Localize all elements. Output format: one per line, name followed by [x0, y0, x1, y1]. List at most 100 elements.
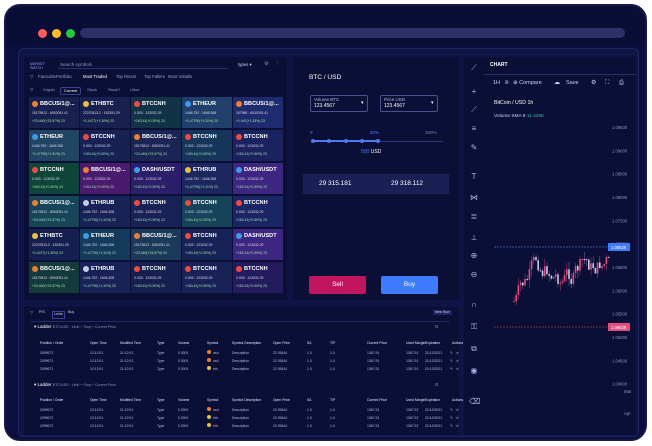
filter-tab[interactable]: Favourite: [38, 74, 56, 79]
gear-icon[interactable]: ⚙: [591, 80, 597, 86]
market-tile[interactable]: BTCCNH 0.003 : 123032.29 +163.41(+0.30%) 2…: [29, 163, 79, 194]
fullscreen-icon[interactable]: ⛶: [605, 80, 610, 86]
trash-icon[interactable]: ⌫: [469, 397, 481, 406]
market-tile[interactable]: DASH/USDT 0.003 : 123032.29 +163.41(+0.30%…: [233, 163, 283, 194]
measure-icon[interactable]: ≣: [470, 212, 478, 221]
market-tile[interactable]: BTCCNH 0.003 : 123032.29 +163.41(+0.30%) 2…: [80, 130, 130, 161]
compare-button[interactable]: ⊕ Compare: [513, 80, 542, 86]
crosshair-icon[interactable]: +: [471, 87, 477, 96]
category-tab[interactable]: Crypto: [43, 87, 55, 92]
edit-icon[interactable]: ✎: [450, 424, 453, 428]
buy-button[interactable]: Buy: [381, 276, 438, 294]
category-tab[interactable]: Lllloo: [130, 87, 140, 92]
close-dot-icon[interactable]: [38, 29, 47, 38]
market-tile[interactable]: BTCCNH 0.003 : 123032.29 +163.41(+0.30%) 2…: [182, 130, 232, 161]
filter-tab[interactable]: Most Volatile: [168, 74, 193, 79]
chart-line-icon[interactable]: ⟋: [471, 63, 477, 72]
market-tile[interactable]: BTCCNH 0.003 : 123032.29 +163.41(+0.30%) 2…: [131, 196, 181, 227]
sell-button[interactable]: Sell: [309, 276, 366, 294]
edit-icon[interactable]: ✎: [450, 359, 453, 363]
close-icon[interactable]: ✕: [456, 351, 459, 355]
filter-tab[interactable]: Top Fallers: [144, 74, 166, 79]
new-row-button[interactable]: New Row: [433, 310, 452, 316]
market-tile[interactable]: ETHEUR 1446.792 : 1646.308 +1.47790(+1.31%…: [29, 130, 79, 161]
table-row[interactable]: 3099672 12:12:01 21:12:01 Type 0.0001 usd Desc…: [40, 405, 459, 415]
ladder-tab[interactable]: Leets: [52, 311, 65, 319]
fib-icon[interactable]: ≡: [471, 124, 477, 133]
category-tab[interactable]: Current: [60, 87, 82, 95]
market-tile[interactable]: BTCCNH 0.003 : 123032.29 +163.41(+0.30%) 2…: [131, 97, 181, 128]
save-button[interactable]: Save: [566, 80, 579, 86]
market-tile[interactable]: BTCCNH 0.003 : 123032.29 +163.41(+0.30%) 2…: [182, 229, 232, 260]
address-bar[interactable]: [80, 28, 625, 38]
market-tile[interactable]: BBCUS/1@... 15179812 : 6052091.41 +23.440(…: [29, 262, 79, 293]
table-row[interactable]: 2099672 12:12:01 21:12:01 Type 0.0001 usd Desc…: [40, 356, 459, 366]
magnet-icon[interactable]: ∩: [471, 300, 477, 309]
ladder-tab[interactable]: P/S: [39, 310, 45, 314]
zoom-in-icon[interactable]: ⊕: [470, 251, 478, 260]
market-tile[interactable]: BBCUS/1@... 15179812 : 6052091.41 +23.440(…: [29, 97, 79, 128]
filter-icon[interactable]: ▽: [30, 310, 34, 315]
market-tile[interactable]: BTCCNH 0.003 : 123032.29 +163.41(+0.30%) 2…: [182, 196, 232, 227]
pattern-icon[interactable]: ⋈: [470, 193, 478, 202]
slider-stop[interactable]: [327, 139, 332, 143]
market-tile[interactable]: BTCCNH 0.003 : 123032.29 +163.41(+0.30%) 2…: [233, 130, 283, 161]
settings-icon[interactable]: ⚙: [264, 61, 269, 67]
section-icon[interactable]: ⊟: [435, 382, 439, 387]
eye-icon[interactable]: ◉: [470, 366, 478, 375]
table-row[interactable]: 2099672 12:12:01 21:12:01 Type 0.0001 eth Desc…: [40, 421, 459, 431]
slider-stop[interactable]: [376, 139, 380, 143]
candles-icon[interactable]: ⊪: [505, 80, 510, 86]
section-icon[interactable]: ⊟: [435, 324, 439, 329]
filter-icon[interactable]: ▽: [30, 74, 34, 79]
market-tile[interactable]: BBCUS/1@... 15179812 : 6052091.41 +23.440(…: [29, 196, 79, 227]
close-icon[interactable]: ✕: [456, 408, 459, 412]
interval-button[interactable]: 1H: [493, 80, 501, 86]
edit-icon[interactable]: ✎: [450, 367, 453, 371]
market-tile[interactable]: BBCUS/1@... 15179812 : 6052091.41 +23.440(…: [131, 130, 181, 161]
edit-icon[interactable]: ✎: [450, 351, 453, 355]
candlestick-chart[interactable]: 1.095001.090001.085001.080001.075001.070…: [484, 87, 636, 432]
filter-tab[interactable]: Most Traded: [83, 74, 107, 79]
table-row[interactable]: 2099672 12:12:01 21:12:01 Type 0.0001 eth Desc…: [40, 364, 459, 374]
filter-tab[interactable]: Top Risers: [116, 74, 137, 79]
slider-stop[interactable]: [359, 139, 364, 143]
price-field[interactable]: Price USD 123.4567 ▾: [380, 95, 438, 112]
lock-icon[interactable]: ⚿: [470, 322, 478, 331]
market-tile[interactable]: ETHEUR 1446.792 : 1646.308 +1.47790(+1.31%…: [182, 97, 232, 128]
search-input[interactable]: Search symbols: [58, 62, 228, 69]
close-icon[interactable]: ✕: [456, 359, 459, 363]
category-tab[interactable]: Stock: [87, 87, 98, 92]
market-tile[interactable]: BTCCNH 0.003 : 123032.29 +163.41(+0.30%) 2…: [131, 262, 181, 293]
edit-icon[interactable]: ✎: [450, 408, 453, 412]
filter-tab[interactable]: Portfolio: [56, 74, 72, 79]
camera-icon[interactable]: ⎙: [619, 80, 624, 86]
market-tile[interactable]: BTCCNH 0.003 : 123032.29 +163.41(+0.30%) 2…: [233, 196, 283, 227]
market-tile[interactable]: BTCCNH 0.003 : 123032.29 +163.41(+0.30%) 2…: [233, 262, 283, 293]
volume-field[interactable]: Volume BTC 123.4567 ▾: [310, 95, 368, 112]
cloud-icon[interactable]: ☁: [554, 80, 560, 86]
slider-stop[interactable]: [311, 139, 315, 143]
market-tile[interactable]: ETHBTC 22237813.2 : 152391.29 +1.4477(+1.3…: [80, 97, 130, 128]
table-row[interactable]: 2099672 12:12:01 21:12:01 Type 0.0001 eth Desc…: [40, 413, 459, 423]
brush-icon[interactable]: ✎: [470, 143, 478, 152]
market-tile[interactable]: ETHEUR 1446.792 : 1646.308 +1.47790(+1.31%…: [80, 229, 130, 260]
close-icon[interactable]: ✕: [456, 416, 459, 420]
market-tile[interactable]: DASH/USDT 0.003 : 123032.29 +163.41(+0.30%…: [131, 163, 181, 194]
text-icon[interactable]: T: [471, 172, 477, 181]
ladder-tab[interactable]: Buy: [68, 310, 75, 314]
maximize-dot-icon[interactable]: [66, 29, 75, 38]
types-dropdown[interactable]: types ▾: [238, 62, 252, 67]
trend-line-icon[interactable]: ⟋: [471, 105, 477, 114]
close-icon[interactable]: ✕: [456, 424, 459, 428]
category-tab[interactable]: Stock?: [108, 87, 121, 92]
market-tile[interactable]: ETHBTC 22237813.2 : 152391.29 +1.4477(+1.3…: [29, 229, 79, 260]
market-tile[interactable]: ETHRUB 1446.792 : 1646.308 +1.47790(+1.31%…: [80, 262, 130, 293]
market-tile[interactable]: BBCUS/1@... 157980 : 6002091.41 +1.447(+1.…: [233, 97, 283, 128]
layers-icon[interactable]: ⧉: [471, 344, 477, 353]
minimize-dot-icon[interactable]: [52, 29, 61, 38]
market-tile[interactable]: ETHRUB 1446.792 : 1646.308 +1.47790(+1.31%…: [80, 196, 130, 227]
market-tile[interactable]: BBCUS/1@... 15179812 : 6052091.41 +23.440(…: [131, 229, 181, 260]
close-icon[interactable]: ✕: [456, 367, 459, 371]
more-icon[interactable]: ⋮: [275, 61, 280, 67]
